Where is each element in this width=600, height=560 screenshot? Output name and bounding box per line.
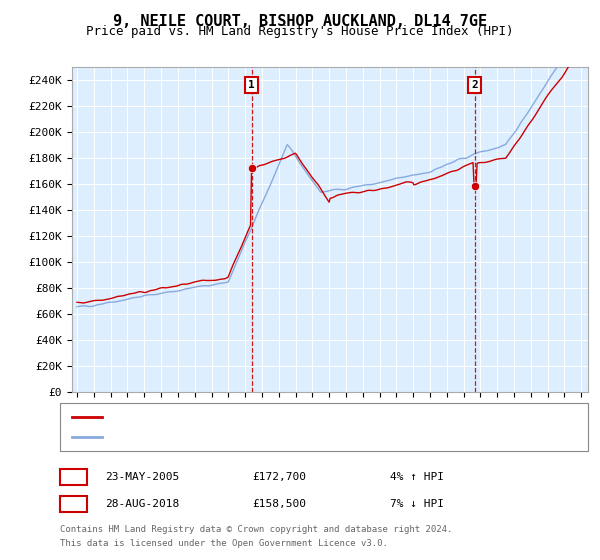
Text: 1: 1 (248, 80, 255, 90)
Text: 1: 1 (70, 472, 77, 482)
Text: This data is licensed under the Open Government Licence v3.0.: This data is licensed under the Open Gov… (60, 539, 388, 548)
Text: 9, NEILE COURT, BISHOP AUCKLAND, DL14 7GE (detached house): 9, NEILE COURT, BISHOP AUCKLAND, DL14 7G… (108, 412, 499, 422)
Text: Contains HM Land Registry data © Crown copyright and database right 2024.: Contains HM Land Registry data © Crown c… (60, 525, 452, 534)
Text: 4% ↑ HPI: 4% ↑ HPI (390, 472, 444, 482)
Text: 9, NEILE COURT, BISHOP AUCKLAND, DL14 7GE: 9, NEILE COURT, BISHOP AUCKLAND, DL14 7G… (113, 14, 487, 29)
Text: Price paid vs. HM Land Registry's House Price Index (HPI): Price paid vs. HM Land Registry's House … (86, 25, 514, 38)
Text: HPI: Average price, detached house, County Durham: HPI: Average price, detached house, Coun… (108, 432, 439, 442)
Text: £158,500: £158,500 (252, 499, 306, 509)
Text: 7% ↓ HPI: 7% ↓ HPI (390, 499, 444, 509)
Text: 2: 2 (70, 499, 77, 509)
Text: £172,700: £172,700 (252, 472, 306, 482)
Text: 28-AUG-2018: 28-AUG-2018 (105, 499, 179, 509)
Text: 2: 2 (471, 80, 478, 90)
Text: 23-MAY-2005: 23-MAY-2005 (105, 472, 179, 482)
